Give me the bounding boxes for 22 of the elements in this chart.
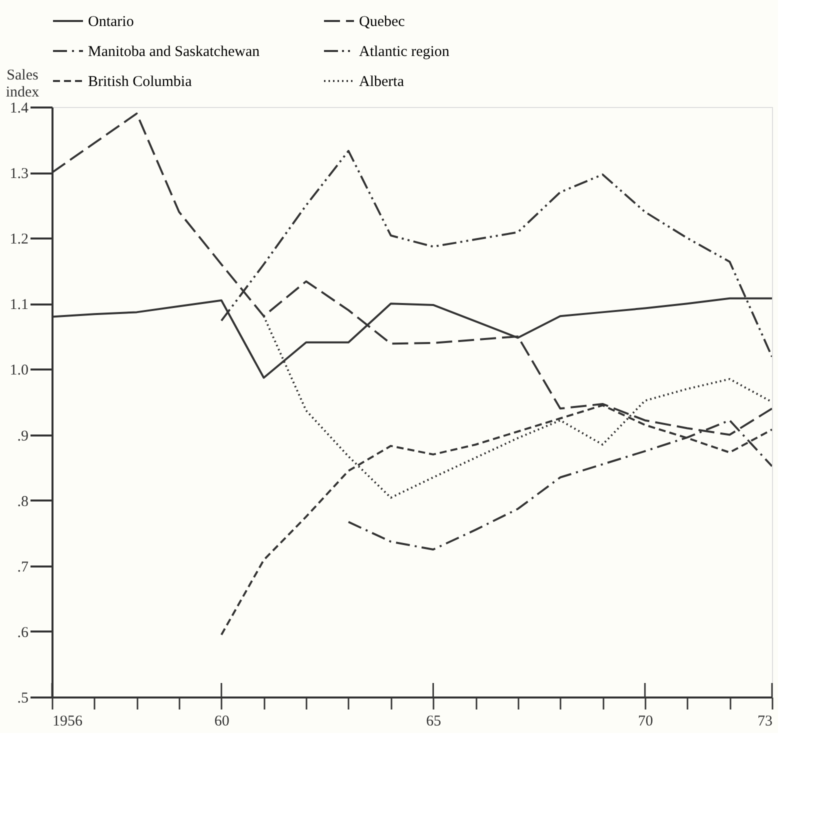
legend-label: Ontario: [88, 14, 134, 30]
legend-label: British Columbia: [88, 74, 192, 90]
y-tick-label: .8: [17, 494, 28, 510]
legend-label: Atlantic region: [359, 44, 450, 60]
y-tick-label: 1.0: [10, 362, 28, 379]
x-tick-label: 65: [426, 714, 442, 730]
legend-label: Quebec: [359, 14, 406, 30]
y-tick-label: .6: [17, 624, 29, 641]
legend-label: Manitoba and Saskatchewan: [88, 44, 260, 60]
y-tick-label: .7: [17, 559, 29, 576]
y-axis-title: Sales index: [6, 68, 40, 100]
y-tick-label: 1.4: [10, 100, 29, 116]
x-tick-label: 1956: [52, 714, 83, 730]
y-tick-label: 1.2: [10, 232, 28, 248]
y-tick-label: .9: [17, 428, 28, 444]
legend-label: Alberta: [359, 74, 404, 90]
y-tick-label: .5: [17, 690, 28, 706]
x-tick-label: 70: [638, 714, 653, 730]
x-tick-label: 60: [214, 714, 230, 730]
y-tick-label: 1.1: [10, 297, 28, 314]
x-tick-label: 73: [758, 714, 772, 730]
y-tick-label: 1.3: [10, 166, 28, 182]
